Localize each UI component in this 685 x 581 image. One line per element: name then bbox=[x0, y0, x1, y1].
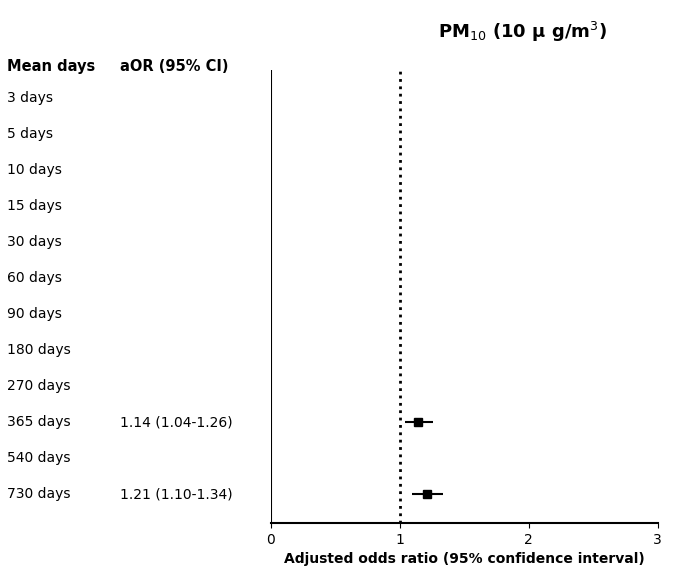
Text: 1.14 (1.04-1.26): 1.14 (1.04-1.26) bbox=[120, 415, 232, 429]
X-axis label: Adjusted odds ratio (95% confidence interval): Adjusted odds ratio (95% confidence inte… bbox=[284, 552, 645, 566]
Text: 60 days: 60 days bbox=[7, 271, 62, 285]
Text: 270 days: 270 days bbox=[7, 379, 71, 393]
Text: 10 days: 10 days bbox=[7, 163, 62, 177]
Text: PM$_{10}$ (10 μ g/m$^3$): PM$_{10}$ (10 μ g/m$^3$) bbox=[438, 20, 606, 44]
Text: 1.21 (1.10-1.34): 1.21 (1.10-1.34) bbox=[120, 487, 232, 501]
Text: 15 days: 15 days bbox=[7, 199, 62, 213]
Text: 90 days: 90 days bbox=[7, 307, 62, 321]
Text: 540 days: 540 days bbox=[7, 451, 71, 465]
Text: aOR (95% CI): aOR (95% CI) bbox=[120, 59, 228, 74]
Text: 730 days: 730 days bbox=[7, 487, 71, 501]
Text: Mean days: Mean days bbox=[7, 59, 95, 74]
Text: 5 days: 5 days bbox=[7, 127, 53, 141]
Text: 30 days: 30 days bbox=[7, 235, 62, 249]
Text: 180 days: 180 days bbox=[7, 343, 71, 357]
Text: 365 days: 365 days bbox=[7, 415, 71, 429]
Text: 3 days: 3 days bbox=[7, 91, 53, 106]
